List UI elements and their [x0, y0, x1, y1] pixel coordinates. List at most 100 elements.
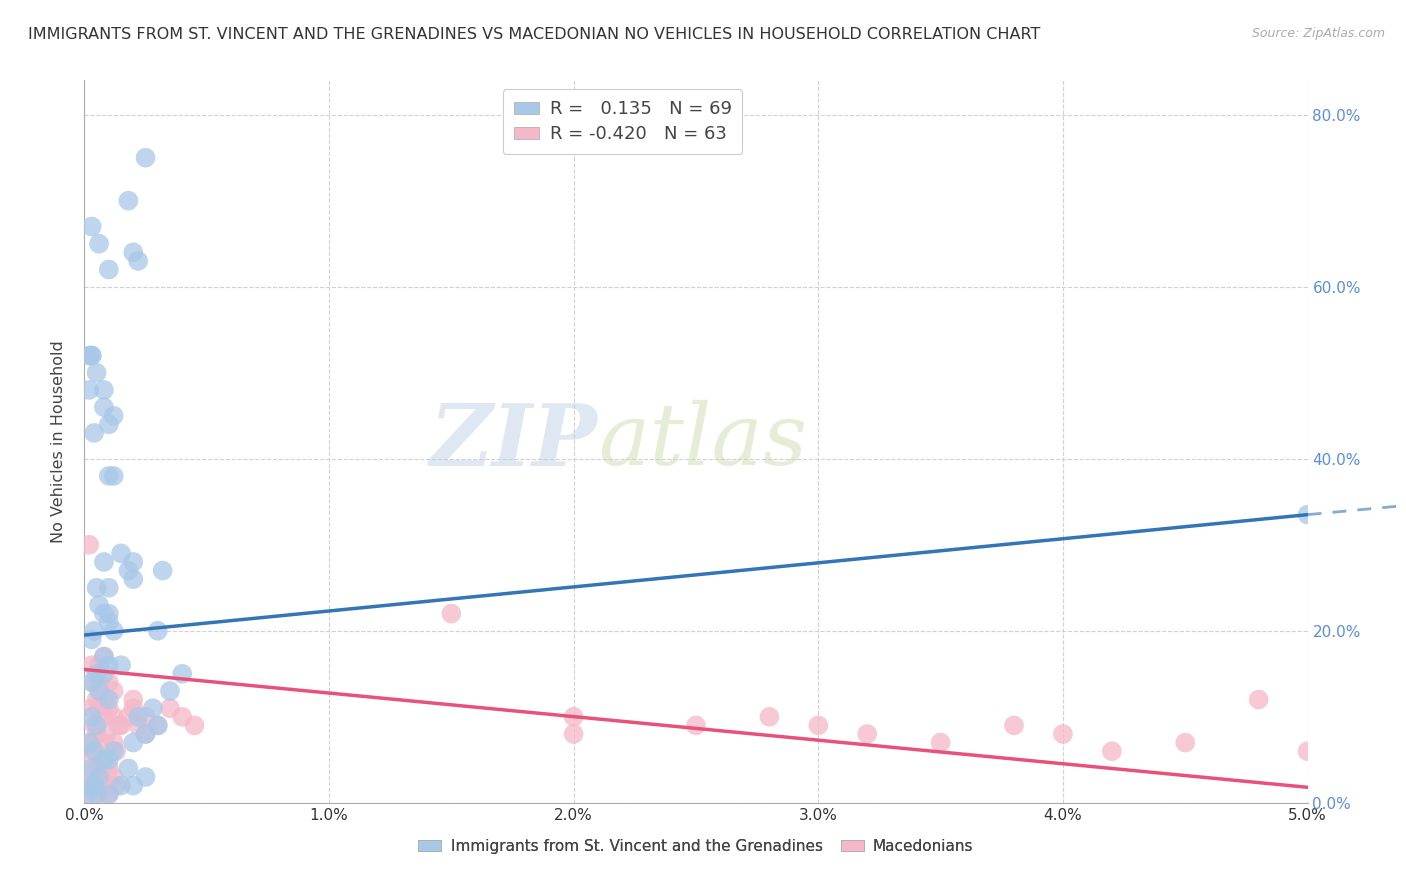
Point — [107, 718, 129, 732]
Point — [117, 761, 139, 775]
Point — [103, 624, 125, 638]
Point — [122, 572, 145, 586]
Point — [97, 658, 120, 673]
Text: IMMIGRANTS FROM ST. VINCENT AND THE GRENADINES VS MACEDONIAN NO VEHICLES IN HOUS: IMMIGRANTS FROM ST. VINCENT AND THE GREN… — [28, 27, 1040, 42]
Point — [97, 761, 120, 775]
Point — [122, 692, 145, 706]
Point — [103, 469, 125, 483]
Point — [110, 779, 132, 793]
Text: Source: ZipAtlas.com: Source: ZipAtlas.com — [1251, 27, 1385, 40]
Point — [97, 581, 120, 595]
Point — [562, 727, 585, 741]
Point — [80, 710, 103, 724]
Point — [93, 692, 115, 706]
Point — [97, 262, 120, 277]
Point — [83, 744, 105, 758]
Point — [83, 624, 105, 638]
Point — [1101, 744, 1123, 758]
Point — [117, 194, 139, 208]
Point — [86, 581, 108, 595]
Point — [77, 735, 100, 749]
Point — [122, 555, 145, 569]
Point — [1296, 508, 1319, 522]
Point — [146, 624, 169, 638]
Point — [93, 710, 115, 724]
Point — [93, 666, 115, 681]
Point — [440, 607, 463, 621]
Point — [80, 701, 103, 715]
Point — [110, 546, 132, 560]
Point — [97, 469, 120, 483]
Point — [929, 735, 952, 749]
Point — [87, 770, 110, 784]
Point — [86, 787, 108, 801]
Point — [103, 684, 125, 698]
Point — [142, 701, 165, 715]
Point — [1052, 727, 1074, 741]
Point — [127, 253, 149, 268]
Point — [122, 701, 145, 715]
Point — [172, 666, 194, 681]
Point — [93, 649, 115, 664]
Point — [93, 400, 115, 414]
Point — [87, 598, 110, 612]
Point — [77, 383, 100, 397]
Point — [87, 787, 110, 801]
Point — [758, 710, 780, 724]
Point — [1296, 744, 1319, 758]
Point — [122, 245, 145, 260]
Point — [159, 684, 181, 698]
Point — [105, 744, 128, 758]
Point — [80, 735, 103, 749]
Point — [183, 718, 205, 732]
Point — [103, 710, 125, 724]
Point — [1247, 692, 1270, 706]
Point — [93, 649, 115, 664]
Point — [97, 692, 120, 706]
Point — [103, 409, 125, 423]
Point — [105, 779, 128, 793]
Point — [80, 349, 103, 363]
Point — [97, 607, 120, 621]
Point — [86, 727, 108, 741]
Point — [87, 658, 110, 673]
Point — [86, 666, 108, 681]
Point — [1174, 735, 1197, 749]
Point — [80, 219, 103, 234]
Point — [152, 564, 174, 578]
Point — [1002, 718, 1025, 732]
Point — [127, 710, 149, 724]
Text: atlas: atlas — [598, 401, 807, 483]
Point — [110, 718, 132, 732]
Point — [80, 349, 103, 363]
Point — [97, 417, 120, 432]
Point — [93, 383, 115, 397]
Point — [80, 658, 103, 673]
Point — [97, 753, 120, 767]
Point — [77, 753, 100, 767]
Point — [83, 718, 105, 732]
Point — [135, 727, 157, 741]
Point — [80, 675, 103, 690]
Point — [87, 761, 110, 775]
Point — [856, 727, 879, 741]
Point — [135, 151, 157, 165]
Point — [93, 779, 115, 793]
Point — [97, 787, 120, 801]
Point — [135, 770, 157, 784]
Point — [77, 538, 100, 552]
Point — [80, 632, 103, 647]
Point — [807, 718, 830, 732]
Point — [146, 718, 169, 732]
Point — [97, 701, 120, 715]
Point — [87, 675, 110, 690]
Point — [83, 779, 105, 793]
Point — [122, 779, 145, 793]
Point — [117, 564, 139, 578]
Point — [103, 770, 125, 784]
Point — [83, 675, 105, 690]
Point — [135, 710, 157, 724]
Legend: Immigrants from St. Vincent and the Grenadines, Macedonians: Immigrants from St. Vincent and the Gren… — [412, 833, 980, 860]
Point — [97, 615, 120, 630]
Point — [685, 718, 707, 732]
